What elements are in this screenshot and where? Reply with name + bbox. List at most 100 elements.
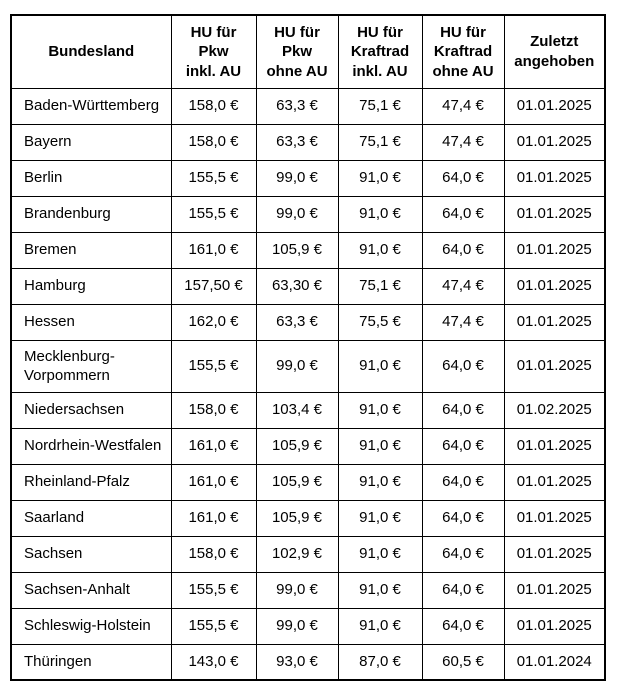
value-cell: 155,5 €: [170, 159, 257, 197]
table-row: Brandenburg 155,5 €99,0 €91,0 €64,0 €01.0…: [10, 195, 606, 233]
value-cell: 103,4 €: [255, 391, 339, 429]
bundesland-cell: Sachsen-Anhalt: [10, 571, 172, 609]
bundesland-cell: Brandenburg: [10, 195, 172, 233]
value-cell: 158,0 €: [170, 87, 257, 125]
table-row: Niedersachsen 158,0 €103,4 €91,0 €64,0 €0…: [10, 391, 606, 429]
value-cell: 158,0 €: [170, 391, 257, 429]
value-cell: 63,30 €: [255, 267, 339, 305]
bundesland-cell: Nordrhein-Westfalen: [10, 427, 172, 465]
value-cell: 158,0 €: [170, 535, 257, 573]
table-row: Mecklenburg-Vorpommern 155,5 €99,0 €91,0 …: [10, 339, 606, 393]
value-cell: 63,3 €: [255, 123, 339, 161]
table-row: Rheinland-Pfalz 161,0 €105,9 €91,0 €64,0 …: [10, 463, 606, 501]
value-cell: 01.02.2025: [503, 391, 606, 429]
bundesland-cell: Bayern: [10, 123, 172, 161]
column-header: HU für Pkw inkl. AU: [170, 14, 257, 89]
value-cell: 47,4 €: [421, 87, 505, 125]
value-cell: 01.01.2025: [503, 87, 606, 125]
value-cell: 60,5 €: [421, 643, 505, 681]
bundesland-cell: Mecklenburg-Vorpommern: [10, 339, 172, 393]
value-cell: 01.01.2025: [503, 195, 606, 233]
table-row: Bayern 158,0 €63,3 €75,1 €47,4 €01.01.202…: [10, 123, 606, 161]
value-cell: 91,0 €: [337, 391, 423, 429]
value-cell: 91,0 €: [337, 571, 423, 609]
value-cell: 01.01.2025: [503, 231, 606, 269]
value-cell: 64,0 €: [421, 463, 505, 501]
value-cell: 64,0 €: [421, 535, 505, 573]
value-cell: 162,0 €: [170, 303, 257, 341]
value-cell: 102,9 €: [255, 535, 339, 573]
table-row: Saarland 161,0 €105,9 €91,0 €64,0 €01.01.…: [10, 499, 606, 537]
value-cell: 99,0 €: [255, 607, 339, 645]
value-cell: 105,9 €: [255, 231, 339, 269]
table-row: Hessen 162,0 €63,3 €75,5 €47,4 €01.01.202…: [10, 303, 606, 341]
value-cell: 47,4 €: [421, 267, 505, 305]
value-cell: 99,0 €: [255, 159, 339, 197]
header-row: Bundesland HU für Pkw inkl. AU HU für Pkw …: [10, 14, 606, 89]
bundesland-cell: Thüringen: [10, 643, 172, 681]
value-cell: 64,0 €: [421, 339, 505, 393]
table-row: Sachsen 158,0 €102,9 €91,0 €64,0 €01.01.2…: [10, 535, 606, 573]
hu-price-table: Bundesland HU für Pkw inkl. AU HU für Pkw …: [10, 14, 606, 681]
value-cell: 161,0 €: [170, 231, 257, 269]
value-cell: 01.01.2025: [503, 571, 606, 609]
bundesland-cell: Berlin: [10, 159, 172, 197]
value-cell: 155,5 €: [170, 339, 257, 393]
column-header: HU für Pkw ohne AU: [255, 14, 339, 89]
value-cell: 64,0 €: [421, 499, 505, 537]
value-cell: 91,0 €: [337, 231, 423, 269]
value-cell: 105,9 €: [255, 427, 339, 465]
bundesland-cell: Baden-Württemberg: [10, 87, 172, 125]
value-cell: 01.01.2025: [503, 499, 606, 537]
value-cell: 143,0 €: [170, 643, 257, 681]
value-cell: 99,0 €: [255, 339, 339, 393]
value-cell: 157,50 €: [170, 267, 257, 305]
bundesland-cell: Sachsen: [10, 535, 172, 573]
column-header: HU für Kraftrad ohne AU: [421, 14, 505, 89]
value-cell: 63,3 €: [255, 303, 339, 341]
value-cell: 155,5 €: [170, 195, 257, 233]
value-cell: 64,0 €: [421, 607, 505, 645]
value-cell: 75,1 €: [337, 87, 423, 125]
value-cell: 64,0 €: [421, 427, 505, 465]
column-header: Zuletzt angehoben: [503, 14, 606, 89]
table-row: Nordrhein-Westfalen 161,0 €105,9 €91,0 €6…: [10, 427, 606, 465]
table-row: Sachsen-Anhalt 155,5 €99,0 €91,0 €64,0 €0…: [10, 571, 606, 609]
value-cell: 01.01.2025: [503, 607, 606, 645]
value-cell: 161,0 €: [170, 463, 257, 501]
value-cell: 64,0 €: [421, 195, 505, 233]
value-cell: 01.01.2025: [503, 339, 606, 393]
bundesland-cell: Schleswig-Holstein: [10, 607, 172, 645]
value-cell: 75,1 €: [337, 123, 423, 161]
value-cell: 01.01.2025: [503, 123, 606, 161]
value-cell: 64,0 €: [421, 231, 505, 269]
value-cell: 161,0 €: [170, 427, 257, 465]
column-header: HU für Kraftrad inkl. AU: [337, 14, 423, 89]
column-header: Bundesland: [10, 14, 172, 89]
value-cell: 01.01.2025: [503, 303, 606, 341]
bundesland-cell: Rheinland-Pfalz: [10, 463, 172, 501]
value-cell: 91,0 €: [337, 499, 423, 537]
value-cell: 93,0 €: [255, 643, 339, 681]
table-header: Bundesland HU für Pkw inkl. AU HU für Pkw …: [10, 14, 606, 89]
value-cell: 91,0 €: [337, 339, 423, 393]
value-cell: 75,5 €: [337, 303, 423, 341]
table-row: Berlin 155,5 €99,0 €91,0 €64,0 €01.01.202…: [10, 159, 606, 197]
value-cell: 91,0 €: [337, 535, 423, 573]
bundesland-cell: Bremen: [10, 231, 172, 269]
value-cell: 01.01.2025: [503, 159, 606, 197]
value-cell: 99,0 €: [255, 195, 339, 233]
table-row: Hamburg 157,50 €63,30 €75,1 €47,4 €01.01.…: [10, 267, 606, 305]
value-cell: 64,0 €: [421, 571, 505, 609]
value-cell: 47,4 €: [421, 303, 505, 341]
value-cell: 161,0 €: [170, 499, 257, 537]
value-cell: 87,0 €: [337, 643, 423, 681]
value-cell: 01.01.2024: [503, 643, 606, 681]
bundesland-cell: Saarland: [10, 499, 172, 537]
value-cell: 64,0 €: [421, 391, 505, 429]
value-cell: 91,0 €: [337, 607, 423, 645]
value-cell: 64,0 €: [421, 159, 505, 197]
value-cell: 158,0 €: [170, 123, 257, 161]
bundesland-cell: Hamburg: [10, 267, 172, 305]
value-cell: 01.01.2025: [503, 267, 606, 305]
